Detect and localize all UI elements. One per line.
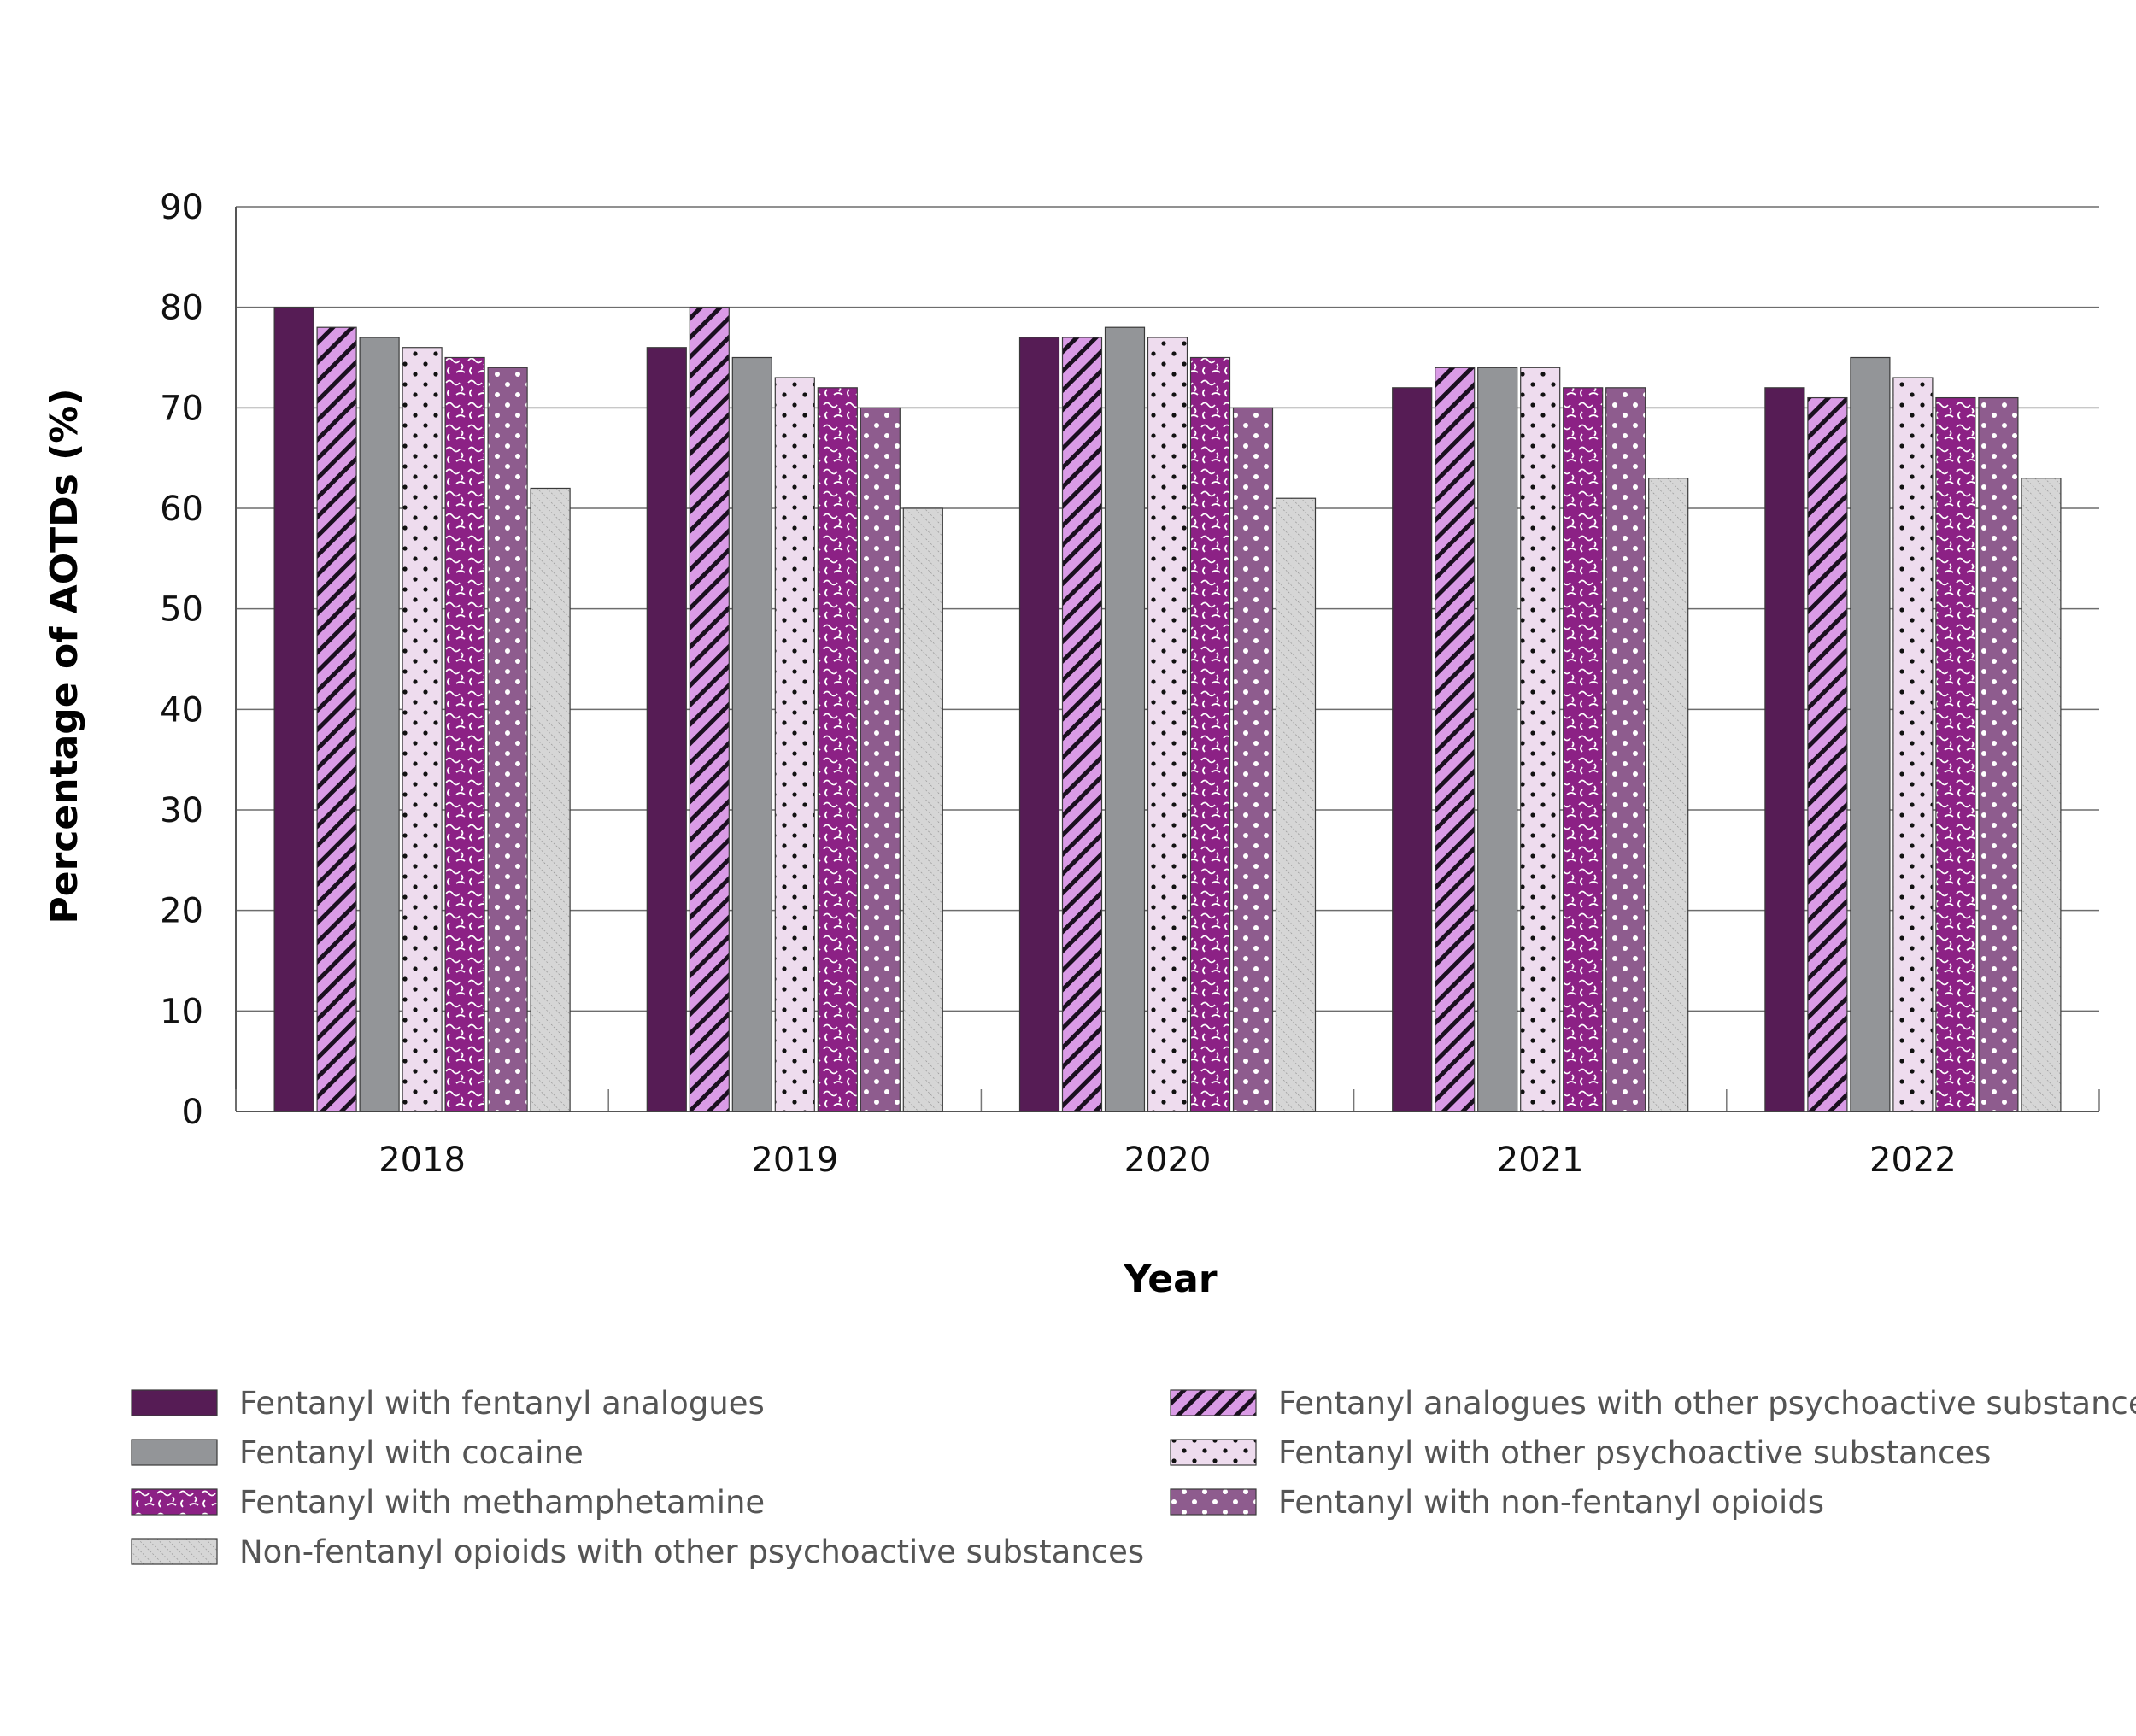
bar <box>530 487 571 1112</box>
bar <box>487 367 528 1112</box>
legend-label: Fentanyl analogues with other psychoacti… <box>1278 1385 2136 1422</box>
bar <box>1935 396 1976 1112</box>
bar <box>1435 367 1476 1112</box>
legend-swatch <box>131 1488 218 1516</box>
legend-swatch <box>1170 1488 1257 1516</box>
bar <box>817 387 858 1112</box>
bar <box>774 377 815 1112</box>
x-tick-label: 2020 <box>1124 1141 1212 1180</box>
y-axis: 0 10 20 30 40 50 60 70 80 90 <box>160 188 203 1132</box>
legend: Fentanyl with fentanyl analogues Fentanyl… <box>131 1385 2136 1570</box>
bar <box>1392 387 1433 1112</box>
legend-label: Fentanyl with methamphetamine <box>239 1484 765 1521</box>
bar <box>1232 407 1274 1112</box>
bar <box>1978 396 2019 1112</box>
bar <box>1520 367 1561 1112</box>
bar <box>1850 356 1891 1112</box>
legend-swatch <box>1170 1439 1257 1466</box>
x-axis: 2018 2019 2020 2021 2022 <box>235 207 2100 1180</box>
y-tick-label: 20 <box>160 892 203 931</box>
y-tick-label: 50 <box>160 590 203 630</box>
x-tick-label: 2019 <box>751 1141 838 1180</box>
bars <box>273 307 2062 1112</box>
bar <box>273 307 314 1112</box>
legend-label: Fentanyl with cocaine <box>239 1434 584 1471</box>
legend-swatch <box>1170 1389 1257 1416</box>
y-tick-label: 0 <box>182 1093 203 1132</box>
bar <box>359 337 400 1112</box>
x-tick-label: 2022 <box>1869 1141 1957 1180</box>
bar <box>689 307 730 1112</box>
bar <box>731 356 772 1112</box>
bar <box>1061 337 1103 1112</box>
y-axis-title: Percentage of AOTDs (%) <box>43 389 86 924</box>
bar <box>902 507 943 1112</box>
legend-swatch <box>131 1439 218 1466</box>
bar <box>860 407 901 1112</box>
x-tick-label: 2021 <box>1497 1141 1584 1180</box>
x-tick-label: 2018 <box>378 1141 466 1180</box>
legend-label: Non-fentanyl opioids with other psychoac… <box>239 1534 1144 1570</box>
y-tick-label: 80 <box>160 289 203 328</box>
bar <box>1147 337 1188 1112</box>
legend-swatch <box>131 1538 218 1565</box>
bar <box>1605 387 1646 1112</box>
bar <box>1764 387 1805 1112</box>
y-tick-label: 40 <box>160 690 203 730</box>
bar <box>646 347 687 1112</box>
legend-swatch <box>131 1389 218 1416</box>
bar <box>1477 367 1518 1112</box>
bar <box>444 356 485 1112</box>
bar <box>1104 326 1146 1112</box>
bar <box>1563 387 1604 1112</box>
bar <box>402 347 443 1112</box>
y-tick-label: 10 <box>160 992 203 1031</box>
legend-label: Fentanyl with other psychoactive substan… <box>1278 1434 1991 1471</box>
bar <box>2021 478 2062 1112</box>
bar <box>1275 497 1317 1112</box>
bar <box>1892 377 1934 1112</box>
y-tick-label: 90 <box>160 188 203 227</box>
y-tick-label: 60 <box>160 490 203 529</box>
legend-label: Fentanyl with fentanyl analogues <box>239 1385 765 1422</box>
bar <box>1189 356 1231 1112</box>
bar <box>1018 337 1060 1112</box>
bar <box>1807 396 1848 1112</box>
bar <box>316 326 357 1112</box>
bar <box>1648 478 1689 1112</box>
legend-label: Fentanyl with non-fentanyl opioids <box>1278 1484 1824 1521</box>
y-tick-label: 70 <box>160 389 203 428</box>
x-axis-title: Year <box>1123 1258 1217 1301</box>
y-tick-label: 30 <box>160 791 203 830</box>
